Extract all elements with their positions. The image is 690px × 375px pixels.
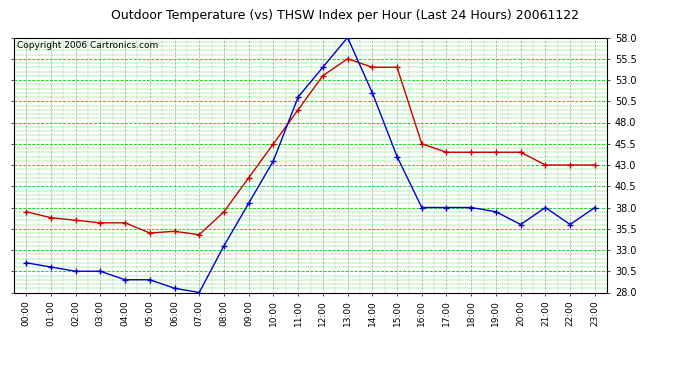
Text: Copyright 2006 Cartronics.com: Copyright 2006 Cartronics.com — [17, 41, 158, 50]
Text: Outdoor Temperature (vs) THSW Index per Hour (Last 24 Hours) 20061122: Outdoor Temperature (vs) THSW Index per … — [111, 9, 579, 22]
